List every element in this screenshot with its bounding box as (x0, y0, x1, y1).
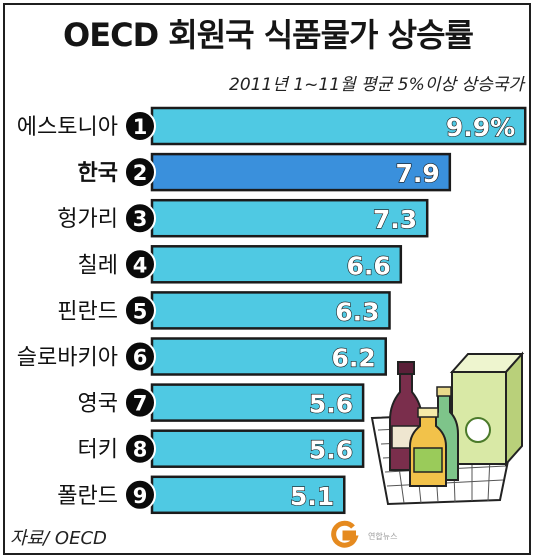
grocery-basket-illustration (370, 351, 525, 506)
bar (150, 475, 346, 515)
rank-badge (124, 156, 156, 189)
rank-badge (124, 340, 156, 373)
rank-number: 5 (133, 299, 148, 323)
rank-number: 6 (133, 346, 148, 370)
rank-badge (124, 202, 156, 235)
category-label: 칠레 (78, 253, 118, 278)
value-label: 7.3 (373, 205, 417, 234)
bar (150, 429, 365, 468)
value-label: 9.9% (446, 113, 515, 142)
value-label: 5.6 (309, 390, 353, 419)
value-label: 6.2 (331, 344, 375, 373)
rank-badge (124, 294, 156, 327)
watermark-text: 연합뉴스 (368, 532, 398, 541)
category-label: 한국 (78, 161, 118, 186)
chart-subtitle: 2011년 1~11월 평균 5%이상 상승국가 (229, 75, 524, 95)
rank-number: 1 (133, 115, 148, 139)
bar (150, 383, 365, 422)
category-label: 헝가리 (57, 207, 118, 232)
chart-title: OECD 회원국 식품물가 상승률 (63, 16, 474, 54)
rank-badge (124, 248, 156, 281)
rank-badge (124, 432, 156, 465)
category-label: 에스토니아 (17, 115, 118, 140)
value-label: 5.1 (290, 482, 334, 511)
rank-badge (124, 110, 156, 142)
value-label: 5.6 (309, 436, 353, 465)
category-label: 영국 (78, 392, 118, 417)
rank-number: 8 (133, 438, 148, 462)
rank-number: 4 (133, 253, 148, 277)
value-label: 6.6 (347, 251, 391, 280)
bar (150, 152, 452, 192)
value-label: 6.3 (335, 297, 379, 326)
rank-number: 7 (133, 392, 148, 416)
rank-number: 9 (133, 484, 148, 508)
bars-group: 에스토니아 1 9.9% 한국 2 7.9 헝가리 3 7.3 칠레 4 6.6 핀란드 5 6.3 슬로바키… (17, 106, 527, 515)
rank-number: 2 (133, 161, 148, 185)
value-label: 7.9 (396, 159, 440, 188)
bar (150, 337, 387, 376)
category-label: 터키 (78, 438, 118, 463)
bar (150, 245, 403, 284)
bar (150, 198, 429, 238)
rank-badge (124, 478, 156, 511)
yonhap-logo-icon (331, 520, 359, 548)
category-label: 핀란드 (57, 299, 118, 324)
category-label: 폴란드 (57, 484, 118, 509)
rank-number: 3 (133, 207, 148, 231)
category-label: 슬로바키아 (17, 346, 118, 371)
source-note: 자료/ OECD (10, 528, 107, 549)
rank-badge (124, 386, 156, 419)
